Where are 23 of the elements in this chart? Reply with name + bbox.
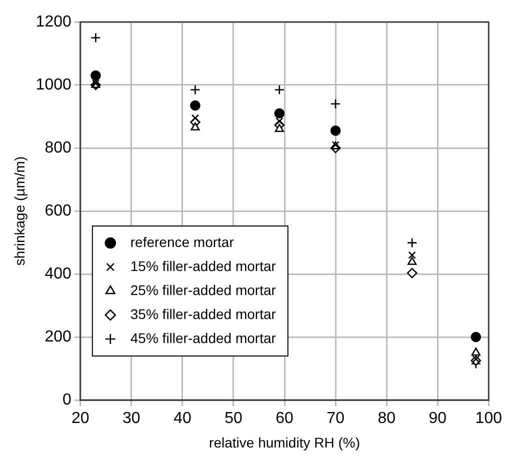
x-tick-label: 40 bbox=[174, 410, 192, 428]
y-tick-label: 200 bbox=[44, 328, 72, 346]
y-tick-label: 600 bbox=[44, 202, 72, 220]
x-tick-label: 100 bbox=[475, 410, 502, 428]
legend-label: 45% filler-added mortar bbox=[130, 330, 276, 346]
x-tick-label: 20 bbox=[71, 410, 90, 428]
y-tick-label: 1200 bbox=[36, 13, 72, 30]
y-tick-label: 0 bbox=[62, 391, 72, 408]
legend-label: reference mortar bbox=[130, 234, 234, 250]
legend-label: 15% filler-added mortar bbox=[130, 258, 276, 274]
x-tick-label: 60 bbox=[276, 410, 294, 428]
y-tick-label: 400 bbox=[44, 265, 72, 282]
x-tick-label: 70 bbox=[326, 410, 345, 428]
legend-label: 25% filler-added mortar bbox=[130, 282, 276, 298]
y-tick-label: 1000 bbox=[36, 76, 72, 94]
y-axis-title: shrinkage (µm/m) bbox=[11, 156, 28, 266]
legend-label: 35% filler-added mortar bbox=[130, 306, 276, 322]
y-tick-label: 800 bbox=[44, 139, 72, 156]
x-tick-label: 90 bbox=[428, 410, 447, 428]
x-tick-label: 80 bbox=[378, 410, 396, 428]
x-tick-label: 30 bbox=[122, 410, 140, 428]
x-tick-label: 50 bbox=[224, 410, 242, 428]
x-axis-title: relative humidity RH (%) bbox=[209, 434, 360, 450]
